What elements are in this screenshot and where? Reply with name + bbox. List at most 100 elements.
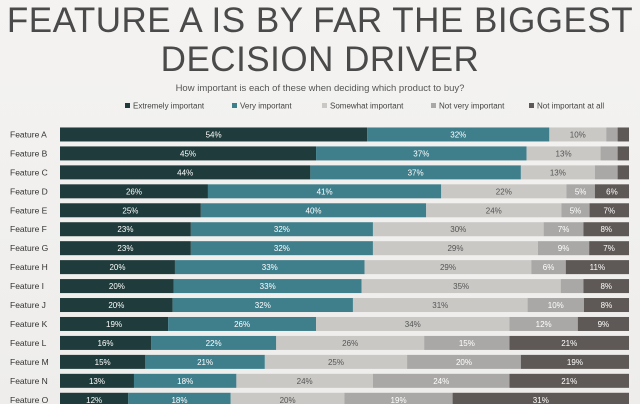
bar-feature-c-not-important-at-all xyxy=(617,165,629,180)
data-label-feature-b-very-important: 37% xyxy=(413,149,429,158)
data-label-feature-j-very-important: 32% xyxy=(255,301,271,310)
data-label-feature-i-very-important: 33% xyxy=(260,282,276,291)
legend-label-somewhat-important: Somewhat important xyxy=(330,102,404,111)
bar-feature-j-very-important xyxy=(172,298,353,313)
bar-feature-f-not-very-important xyxy=(543,222,584,237)
category-label-feature-k: Feature K xyxy=(10,319,48,329)
data-label-feature-e-very-important: 40% xyxy=(306,206,322,215)
bar-feature-g-not-very-important xyxy=(537,241,590,256)
bar-feature-n-very-important xyxy=(133,373,237,388)
data-label-feature-g-somewhat-important: 29% xyxy=(447,244,463,253)
bar-feature-d-not-very-important xyxy=(566,184,595,199)
category-label-feature-l: Feature L xyxy=(10,338,47,348)
bar-feature-m-somewhat-important xyxy=(264,354,408,369)
category-label-feature-j: Feature J xyxy=(10,300,46,310)
bar-feature-f-extremely-important xyxy=(60,222,191,237)
data-label-feature-g-not-very-important: 9% xyxy=(558,244,570,253)
data-label-feature-d-extremely-important: 26% xyxy=(126,187,142,196)
data-label-feature-j-not-very-important: 10% xyxy=(548,301,564,310)
data-label-feature-k-very-important: 26% xyxy=(234,320,250,329)
data-label-feature-e-somewhat-important: 24% xyxy=(486,206,502,215)
data-label-feature-j-not-important-at-all: 8% xyxy=(601,301,613,310)
bar-feature-g-very-important xyxy=(190,241,373,256)
data-label-feature-l-not-very-important: 15% xyxy=(459,339,475,348)
data-label-feature-g-not-important-at-all: 7% xyxy=(603,244,615,253)
bar-feature-f-very-important xyxy=(190,222,373,237)
category-label-feature-c: Feature C xyxy=(10,167,48,177)
data-label-feature-m-not-very-important: 20% xyxy=(456,358,472,367)
data-label-feature-d-not-important-at-all: 6% xyxy=(606,187,618,196)
data-label-feature-l-not-important-at-all: 21% xyxy=(561,339,577,348)
data-label-feature-f-not-very-important: 7% xyxy=(558,225,570,234)
data-label-feature-a-very-important: 32% xyxy=(450,130,466,139)
bar-feature-n-somewhat-important xyxy=(236,373,373,388)
data-label-feature-m-extremely-important: 15% xyxy=(95,358,111,367)
data-label-feature-h-very-important: 33% xyxy=(262,263,278,272)
bar-feature-m-very-important xyxy=(145,354,265,369)
data-label-feature-e-not-very-important: 5% xyxy=(570,206,582,215)
bar-feature-l-very-important xyxy=(151,335,277,350)
bar-feature-o-extremely-important xyxy=(60,392,129,404)
bar-feature-j-not-very-important xyxy=(527,298,584,313)
bar-feature-a-not-very-important xyxy=(606,127,618,142)
data-label-feature-n-somewhat-important: 24% xyxy=(297,377,313,386)
bar-feature-d-not-important-at-all xyxy=(594,184,629,199)
bar-feature-i-somewhat-important xyxy=(361,279,561,294)
data-label-feature-c-very-important: 37% xyxy=(408,168,424,177)
data-label-feature-o-very-important: 18% xyxy=(171,396,187,404)
chart-title-line-1: FEATURE A IS BY FAR THE BIGGEST xyxy=(6,1,634,40)
bar-feature-a-somewhat-important xyxy=(549,127,607,142)
bar-feature-h-very-important xyxy=(174,260,365,275)
bar-feature-b-very-important xyxy=(316,146,527,161)
bar-feature-e-extremely-important xyxy=(60,203,201,218)
legend-label-not-important-at-all: Not important at all xyxy=(537,102,604,111)
category-label-feature-a: Feature A xyxy=(10,129,47,139)
bar-feature-h-not-important-at-all xyxy=(565,260,629,275)
bar-feature-m-not-important-at-all xyxy=(520,354,629,369)
legend-swatch-very-important xyxy=(232,103,237,108)
data-label-feature-k-somewhat-important: 34% xyxy=(405,320,421,329)
data-label-feature-f-extremely-important: 23% xyxy=(117,225,133,234)
bar-feature-d-extremely-important xyxy=(60,184,208,199)
bar-feature-o-somewhat-important xyxy=(230,392,345,404)
data-label-feature-l-very-important: 22% xyxy=(206,339,222,348)
bar-feature-a-very-important xyxy=(367,127,550,142)
chart-title-line-2: DECISION DRIVER xyxy=(160,40,480,79)
data-label-feature-d-somewhat-important: 22% xyxy=(496,187,512,196)
data-label-feature-k-not-important-at-all: 9% xyxy=(598,320,610,329)
data-label-feature-k-not-very-important: 12% xyxy=(536,320,552,329)
bar-feature-l-not-important-at-all xyxy=(509,335,629,350)
data-label-feature-l-extremely-important: 16% xyxy=(98,339,114,348)
bar-feature-n-not-important-at-all xyxy=(509,373,629,388)
data-label-feature-j-somewhat-important: 31% xyxy=(432,301,448,310)
bar-feature-e-not-very-important xyxy=(561,203,590,218)
bar-feature-c-very-important xyxy=(310,165,521,180)
legend-label-very-important: Very important xyxy=(240,102,292,111)
data-label-feature-n-extremely-important: 13% xyxy=(89,377,105,386)
bar-feature-j-not-important-at-all xyxy=(583,298,629,313)
bar-feature-k-somewhat-important xyxy=(316,316,510,331)
data-label-feature-f-not-important-at-all: 8% xyxy=(600,225,612,234)
data-label-feature-m-not-important-at-all: 19% xyxy=(567,358,583,367)
bar-feature-f-somewhat-important xyxy=(372,222,544,237)
data-label-feature-h-somewhat-important: 29% xyxy=(440,263,456,272)
category-label-feature-f: Feature F xyxy=(10,224,47,234)
bar-feature-b-extremely-important xyxy=(60,146,317,161)
category-label-feature-m: Feature M xyxy=(10,357,49,367)
bar-feature-d-very-important xyxy=(207,184,442,199)
category-label-feature-i: Feature I xyxy=(10,281,44,291)
bar-feature-k-not-important-at-all xyxy=(577,316,629,331)
bar-feature-g-extremely-important xyxy=(60,241,191,256)
bar-feature-o-not-important-at-all xyxy=(452,392,629,404)
bar-feature-e-very-important xyxy=(200,203,427,218)
bar-feature-d-somewhat-important xyxy=(441,184,567,199)
bar-feature-l-somewhat-important xyxy=(276,335,425,350)
data-label-feature-g-very-important: 32% xyxy=(274,244,290,253)
bar-feature-l-not-very-important xyxy=(424,335,510,350)
data-label-feature-o-not-important-at-all: 31% xyxy=(533,396,549,404)
data-label-feature-j-extremely-important: 20% xyxy=(108,301,124,310)
bar-feature-h-extremely-important xyxy=(60,260,175,275)
bar-feature-i-not-very-important xyxy=(560,279,584,294)
bar-feature-c-somewhat-important xyxy=(520,165,595,180)
